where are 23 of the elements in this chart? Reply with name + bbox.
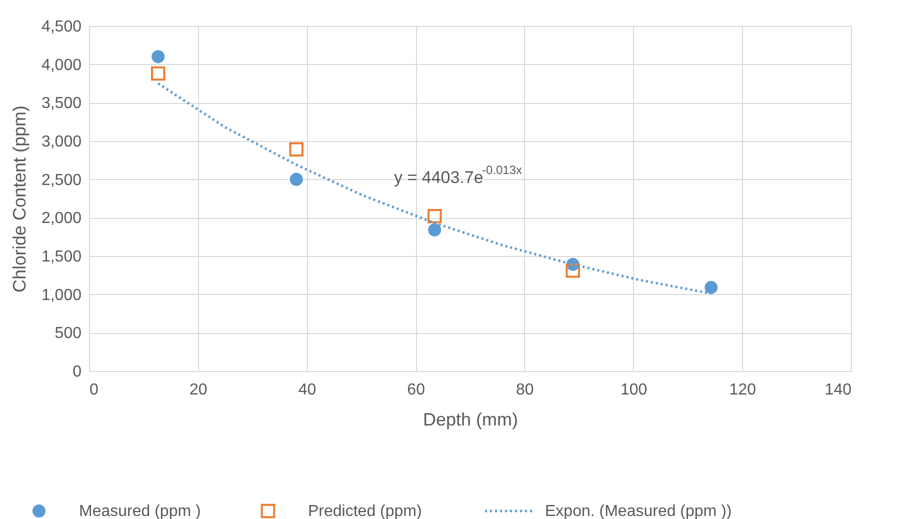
y-tick-label: 1,500 [41, 248, 82, 266]
y-tick-label: 2,000 [41, 210, 82, 228]
x-tick-label: 20 [189, 382, 208, 398]
x-tick-label: 120 [729, 382, 756, 398]
x-axis-title: Depth (mm) [422, 410, 518, 430]
x-tick-label: 140 [824, 382, 852, 398]
y-tick-label: 3,000 [41, 134, 82, 150]
y-tick-label: 2,500 [41, 172, 82, 189]
legend-label: Expon. (Measured (ppm )) [545, 503, 732, 519]
y-tick-label: 1,000 [41, 286, 82, 304]
y-tick-label: 3,500 [41, 95, 82, 112]
y-tick-label: 500 [54, 325, 82, 342]
y-tick-label: 4,000 [41, 56, 82, 74]
y-tick-label: 0 [72, 364, 82, 380]
x-tick-label: 0 [90, 382, 98, 398]
y-tick-label: 4,500 [41, 18, 82, 36]
x-tick-label: 80 [516, 382, 534, 398]
legend-label: Predicted (ppm) [308, 503, 422, 519]
x-tick-label: 40 [298, 382, 316, 398]
x-tick-label: 100 [620, 382, 648, 398]
y-axis-title: Chloride Content (ppm) [9, 105, 30, 293]
x-tick-label: 60 [407, 382, 426, 398]
legend-label: Measured (ppm ) [79, 503, 201, 519]
